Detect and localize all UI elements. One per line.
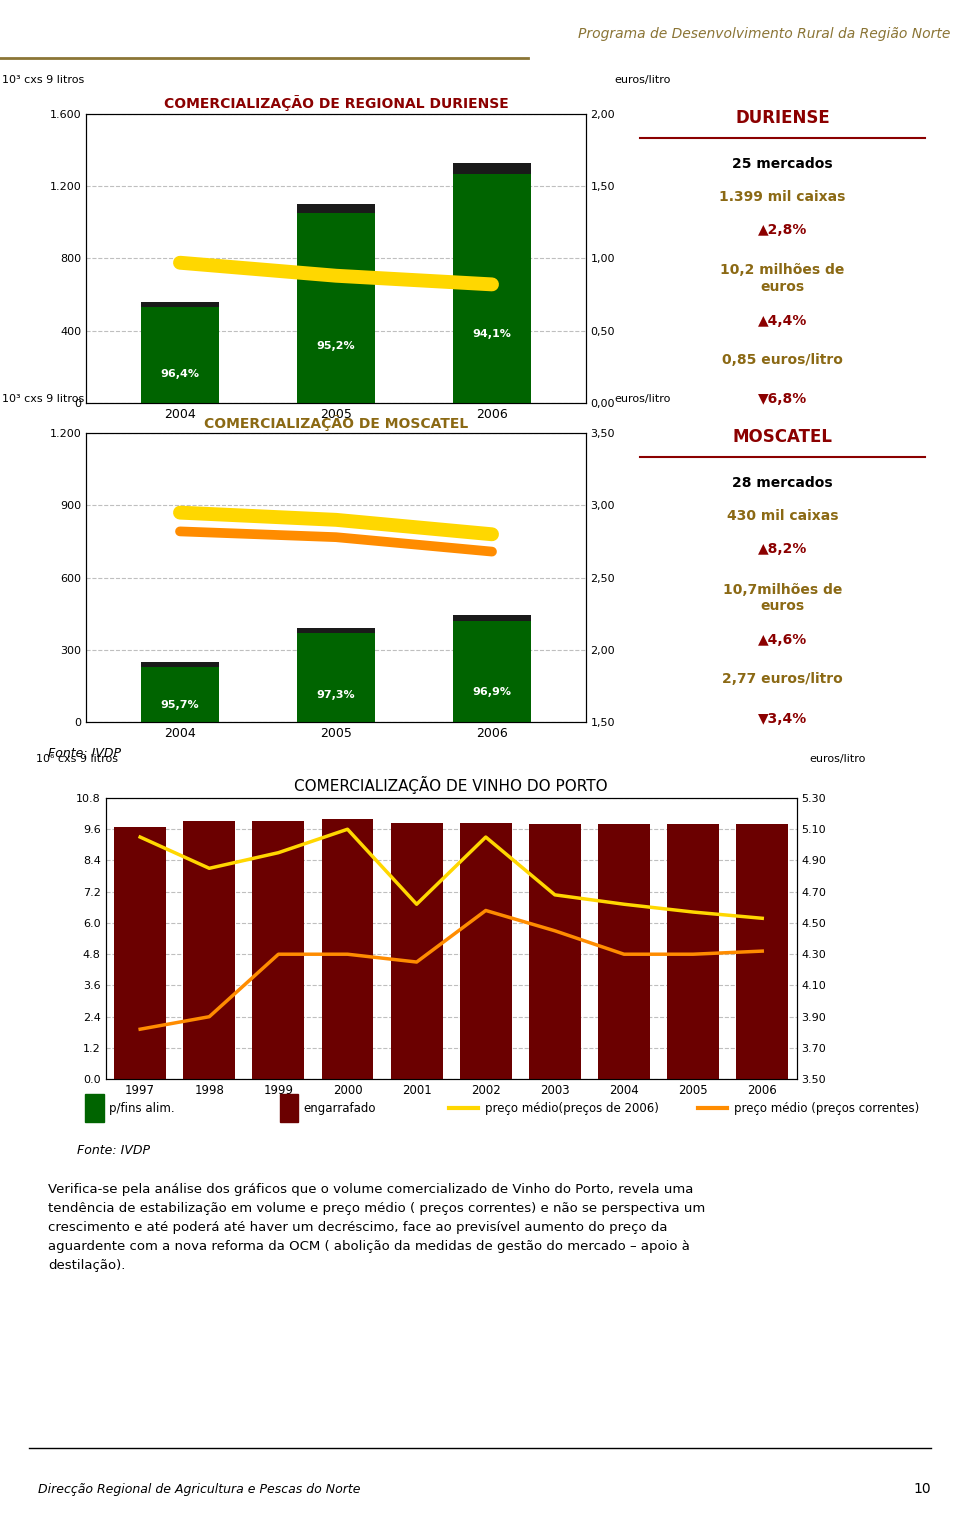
Bar [85,1094,104,1122]
Bar [183,821,235,1079]
Bar [453,620,531,722]
Text: 0,85 euros/litro: 0,85 euros/litro [722,353,843,368]
Text: Direcção Regional de Agricultura e Pescas do Norte: Direcção Regional de Agricultura e Pesca… [38,1482,361,1496]
Text: 97,3%: 97,3% [317,690,355,701]
Text: 1.399 mil caixas: 1.399 mil caixas [719,190,846,204]
Bar [453,163,531,173]
Text: 10,7milhões de
euros: 10,7milhões de euros [723,582,842,613]
Text: DURIENSE: DURIENSE [735,108,829,126]
Bar [297,628,375,632]
Bar [391,822,443,1079]
Bar [114,827,166,1079]
Title: COMERCIALIZAÇÃO DE REGIONAL DURIENSE: COMERCIALIZAÇÃO DE REGIONAL DURIENSE [163,96,509,111]
Bar [453,173,531,403]
Bar [252,821,304,1079]
Bar [667,824,719,1079]
Text: euros/litro: euros/litro [614,74,670,85]
Text: ▲2,8%: ▲2,8% [757,222,807,237]
Bar [322,819,373,1079]
Text: Fonte: IVDP: Fonte: IVDP [48,746,121,760]
Text: Verifica-se pela análise dos gráficos que o volume comercializado de Vinho do Po: Verifica-se pela análise dos gráficos qu… [48,1183,706,1272]
Text: 430 mil caixas: 430 mil caixas [727,509,838,523]
Text: ▲4,4%: ▲4,4% [757,315,807,328]
Text: Fonte: IVDP: Fonte: IVDP [77,1145,150,1157]
Bar [297,204,375,213]
Text: 10,2 milhões de
euros: 10,2 milhões de euros [720,263,845,293]
Text: MOSCATEL: MOSCATEL [732,427,832,445]
Bar [736,824,788,1079]
Bar [141,667,219,722]
Text: ▲4,6%: ▲4,6% [757,634,807,648]
Text: p/fins alim.: p/fins alim. [108,1102,175,1114]
Text: 95,7%: 95,7% [160,701,200,710]
Text: 10⁶ cxs 9 litros: 10⁶ cxs 9 litros [36,754,118,765]
Text: ▼6,8%: ▼6,8% [757,392,807,406]
Text: 10: 10 [914,1482,931,1496]
Text: 94,1%: 94,1% [472,328,512,339]
Text: Programa de Desenvolvimento Rural da Região Norte: Programa de Desenvolvimento Rural da Reg… [578,27,950,41]
Bar [141,661,219,667]
Text: 25 mercados: 25 mercados [732,157,832,172]
Bar [141,301,219,307]
Bar [529,824,581,1079]
Text: ▲8,2%: ▲8,2% [757,541,807,556]
Text: ▼3,4%: ▼3,4% [757,711,807,725]
Bar [297,632,375,722]
Bar [598,824,650,1079]
Bar [460,822,512,1079]
Text: 96,9%: 96,9% [472,687,512,696]
Bar [141,307,219,403]
Text: 95,2%: 95,2% [317,340,355,351]
Text: 28 mercados: 28 mercados [732,476,832,491]
Text: engarrafado: engarrafado [303,1102,375,1114]
Text: 10³ cxs 9 litros: 10³ cxs 9 litros [2,74,84,85]
Bar [297,213,375,403]
Text: preço médio (preços correntes): preço médio (preços correntes) [734,1102,920,1114]
Text: 2,77 euros/litro: 2,77 euros/litro [722,672,843,687]
Text: preço médio(preços de 2006): preço médio(preços de 2006) [485,1102,659,1114]
Text: euros/litro: euros/litro [614,394,670,404]
Bar [279,1094,299,1122]
Title: COMERCIALIZAÇÃO DE VINHO DO PORTO: COMERCIALIZAÇÃO DE VINHO DO PORTO [295,777,608,793]
Text: euros/litro: euros/litro [809,754,866,765]
Text: 96,4%: 96,4% [160,369,200,378]
Bar [453,616,531,620]
Title: COMERCIALIZAÇÃO DE MOSCATEL: COMERCIALIZAÇÃO DE MOSCATEL [204,415,468,430]
Text: 10³ cxs 9 litros: 10³ cxs 9 litros [2,394,84,404]
